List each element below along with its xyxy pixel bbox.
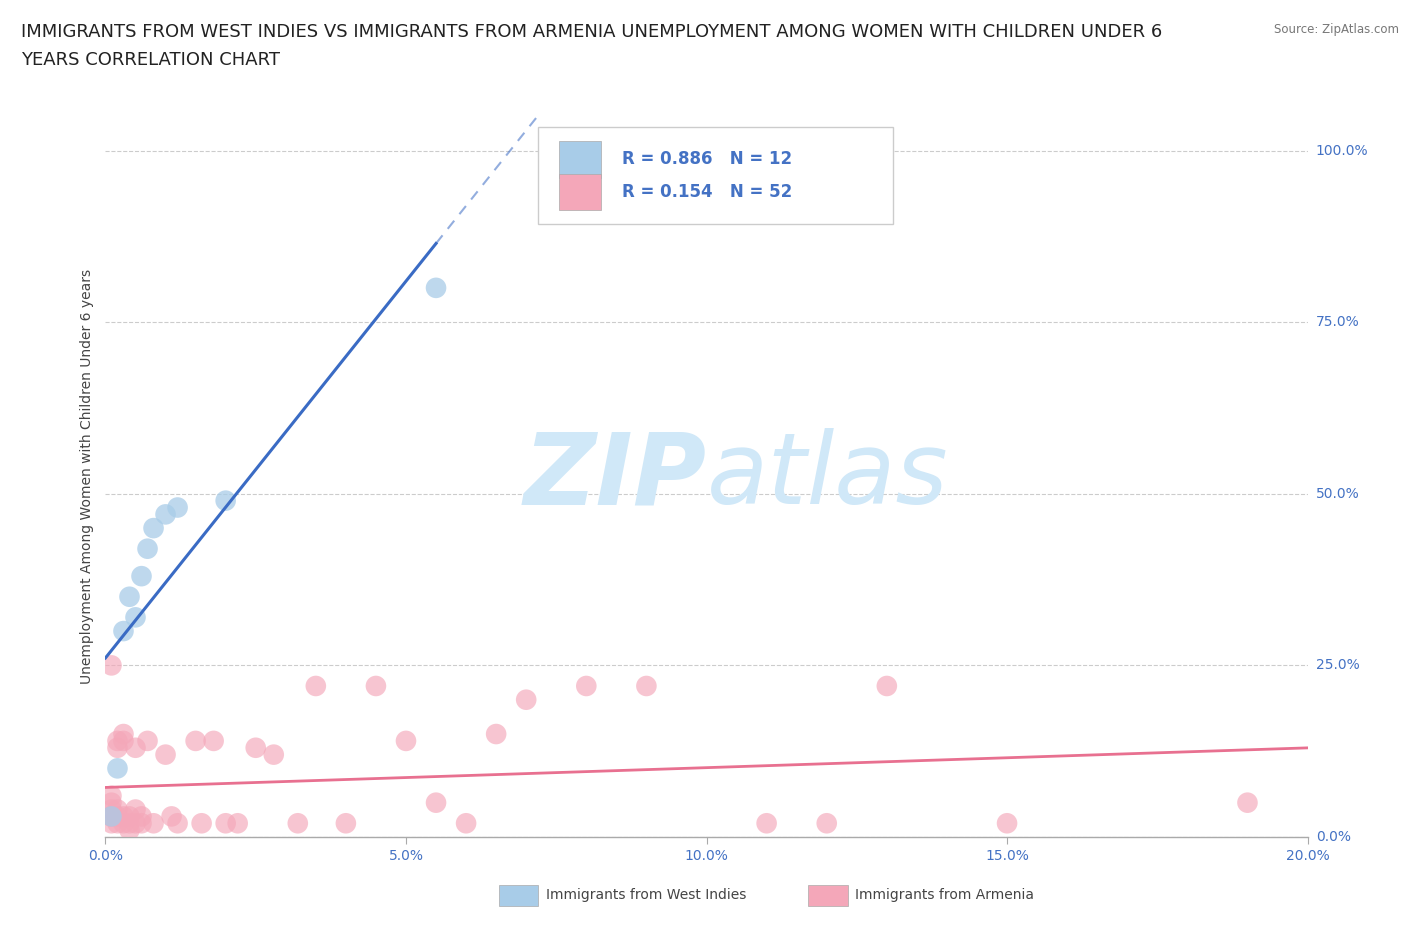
Point	[142, 816, 165, 830]
Text: R = 0.154   N = 52: R = 0.154 N = 52	[623, 183, 793, 201]
Point	[118, 816, 141, 830]
Point	[112, 816, 135, 830]
Point	[112, 624, 135, 639]
Point	[107, 740, 129, 755]
Point	[107, 816, 129, 830]
Point	[112, 809, 135, 824]
Text: 50.0%: 50.0%	[1316, 486, 1360, 500]
Text: 25.0%: 25.0%	[1316, 658, 1360, 672]
Text: YEARS CORRELATION CHART: YEARS CORRELATION CHART	[21, 51, 280, 69]
Point	[636, 679, 658, 694]
Point	[136, 734, 159, 749]
Point	[112, 734, 135, 749]
Point	[100, 816, 122, 830]
Point	[100, 658, 122, 672]
Point	[118, 590, 141, 604]
Point	[107, 809, 129, 824]
Point	[136, 541, 159, 556]
Point	[575, 679, 598, 694]
FancyBboxPatch shape	[538, 127, 893, 224]
Point	[202, 734, 225, 749]
Point	[214, 816, 236, 830]
Bar	[558, 174, 600, 210]
Point	[335, 816, 357, 830]
Point	[100, 789, 122, 804]
Point	[166, 500, 188, 515]
Point	[155, 747, 177, 762]
Point	[1236, 795, 1258, 810]
Point	[124, 802, 146, 817]
Point	[305, 679, 328, 694]
Point	[131, 809, 153, 824]
Point	[263, 747, 285, 762]
Point	[112, 726, 135, 741]
Point	[815, 816, 838, 830]
Point	[166, 816, 188, 830]
Y-axis label: Unemployment Among Women with Children Under 6 years: Unemployment Among Women with Children U…	[80, 269, 94, 684]
Text: 100.0%: 100.0%	[1316, 143, 1368, 157]
Point	[100, 795, 122, 810]
Point	[100, 809, 122, 824]
Text: R = 0.886   N = 12: R = 0.886 N = 12	[623, 151, 793, 168]
Point	[100, 809, 122, 824]
Text: 0.0%: 0.0%	[1316, 830, 1351, 844]
Point	[995, 816, 1018, 830]
Point	[131, 816, 153, 830]
Point	[515, 692, 537, 707]
Point	[485, 726, 508, 741]
Text: 75.0%: 75.0%	[1316, 315, 1360, 329]
Point	[124, 816, 146, 830]
Point	[100, 809, 122, 824]
Point	[160, 809, 183, 824]
Point	[100, 802, 122, 817]
Text: Source: ZipAtlas.com: Source: ZipAtlas.com	[1274, 23, 1399, 36]
Point	[364, 679, 387, 694]
Point	[118, 809, 141, 824]
Text: IMMIGRANTS FROM WEST INDIES VS IMMIGRANTS FROM ARMENIA UNEMPLOYMENT AMONG WOMEN : IMMIGRANTS FROM WEST INDIES VS IMMIGRANT…	[21, 23, 1163, 41]
Point	[395, 734, 418, 749]
Point	[124, 610, 146, 625]
Point	[425, 795, 447, 810]
Point	[876, 679, 898, 694]
Point	[454, 816, 477, 830]
Point	[107, 761, 129, 776]
Point	[226, 816, 249, 830]
Point	[245, 740, 267, 755]
Point	[287, 816, 309, 830]
Text: ZIP: ZIP	[523, 428, 707, 525]
Point	[214, 493, 236, 508]
Point	[184, 734, 207, 749]
Bar	[558, 141, 600, 178]
Point	[755, 816, 778, 830]
Point	[124, 740, 146, 755]
Text: Immigrants from West Indies: Immigrants from West Indies	[546, 887, 747, 902]
Point	[190, 816, 212, 830]
Point	[107, 802, 129, 817]
Point	[425, 281, 447, 296]
Text: Immigrants from Armenia: Immigrants from Armenia	[855, 887, 1033, 902]
Text: atlas: atlas	[707, 428, 948, 525]
Point	[118, 823, 141, 838]
Point	[142, 521, 165, 536]
Point	[131, 569, 153, 584]
Point	[107, 734, 129, 749]
Point	[155, 507, 177, 522]
